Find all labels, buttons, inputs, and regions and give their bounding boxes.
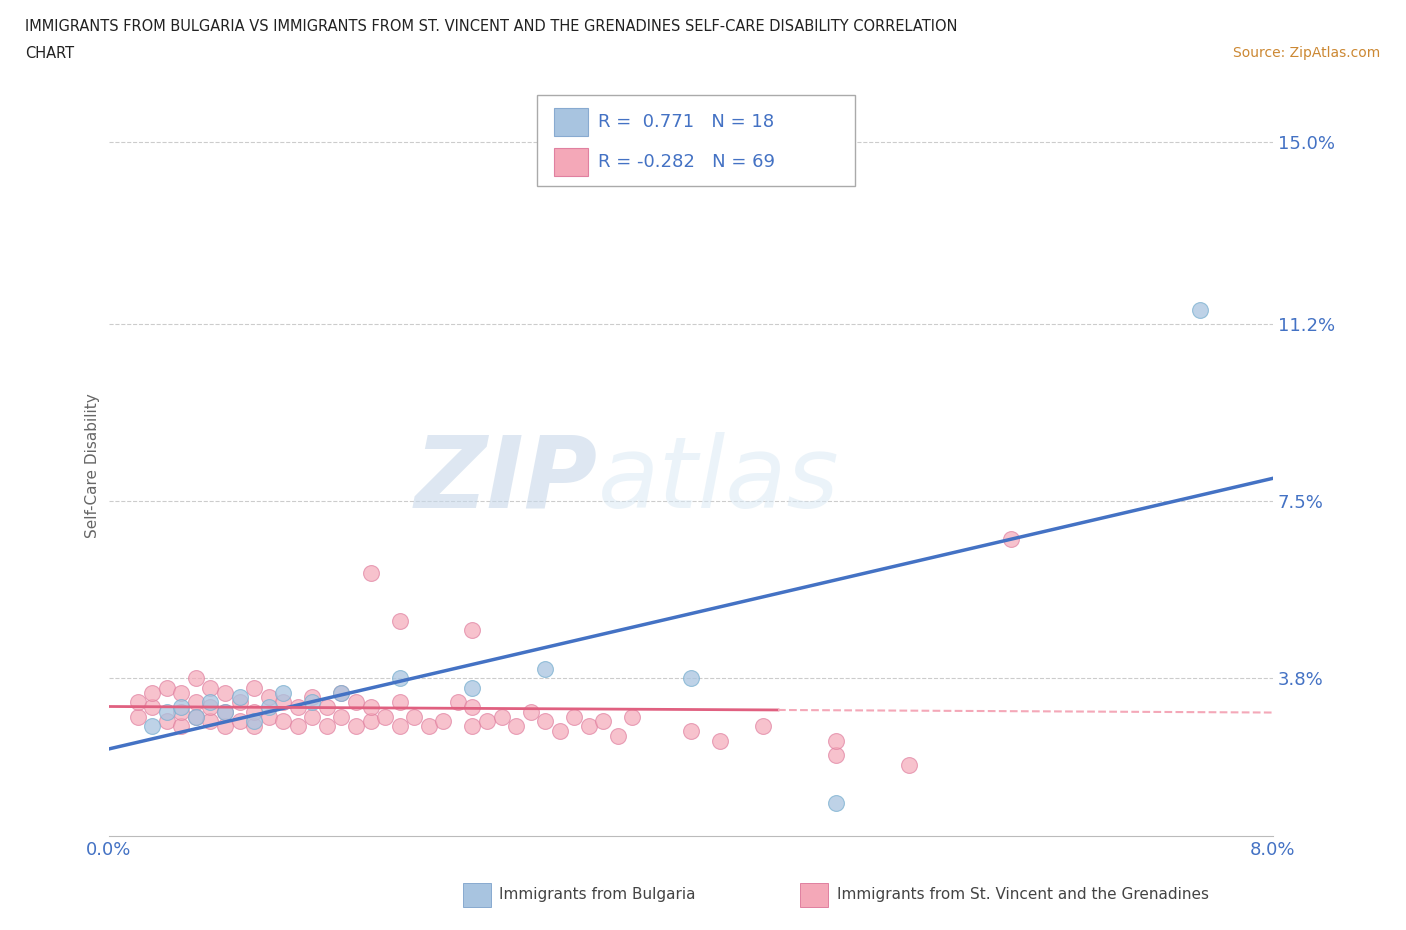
Point [184, 710, 207, 724]
Point [592, 714, 614, 729]
Text: Immigrants from Bulgaria: Immigrants from Bulgaria [499, 887, 696, 902]
Point [170, 685, 193, 700]
Point [141, 719, 163, 734]
Text: ZIP: ZIP [415, 432, 598, 528]
Point [534, 661, 557, 676]
Point [621, 710, 644, 724]
Point [301, 695, 323, 710]
Point [360, 699, 382, 714]
Point [301, 690, 323, 705]
Point [200, 714, 222, 729]
Point [200, 681, 222, 696]
Point [170, 699, 193, 714]
Text: IMMIGRANTS FROM BULGARIA VS IMMIGRANTS FROM ST. VINCENT AND THE GRENADINES SELF-: IMMIGRANTS FROM BULGARIA VS IMMIGRANTS F… [25, 19, 957, 33]
Point [228, 695, 250, 710]
Point [214, 704, 236, 719]
Point [1188, 302, 1211, 317]
Point [316, 719, 339, 734]
Point [679, 671, 702, 685]
Point [243, 714, 266, 729]
Point [156, 681, 179, 696]
Text: CHART: CHART [25, 46, 75, 61]
Point [825, 748, 848, 763]
Point [330, 685, 353, 700]
Point [257, 699, 280, 714]
Point [1000, 532, 1022, 547]
Point [388, 719, 411, 734]
Point [127, 695, 149, 710]
Text: atlas: atlas [598, 432, 839, 528]
Point [287, 719, 309, 734]
Point [316, 699, 339, 714]
Point [461, 699, 484, 714]
Point [388, 614, 411, 629]
Point [257, 710, 280, 724]
Point [548, 724, 571, 738]
Point [271, 685, 294, 700]
Point [825, 795, 848, 810]
Point [170, 704, 193, 719]
Point [330, 685, 353, 700]
Point [519, 704, 541, 719]
Point [214, 704, 236, 719]
Point [127, 710, 149, 724]
Point [374, 710, 396, 724]
Point [344, 695, 367, 710]
Point [200, 695, 222, 710]
Point [388, 695, 411, 710]
Point [184, 710, 207, 724]
Point [432, 714, 454, 729]
Point [228, 714, 250, 729]
Text: R =  0.771   N = 18: R = 0.771 N = 18 [598, 113, 773, 130]
Point [184, 671, 207, 685]
Point [898, 757, 921, 772]
Point [752, 719, 775, 734]
Y-axis label: Self-Care Disability: Self-Care Disability [86, 392, 100, 538]
Point [200, 699, 222, 714]
Point [461, 623, 484, 638]
Point [825, 733, 848, 748]
Point [156, 714, 179, 729]
Point [360, 714, 382, 729]
Point [578, 719, 600, 734]
Point [243, 681, 266, 696]
Point [214, 719, 236, 734]
Point [461, 719, 484, 734]
Point [170, 719, 193, 734]
Point [447, 695, 470, 710]
Point [271, 695, 294, 710]
Point [257, 690, 280, 705]
Point [404, 710, 426, 724]
Point [607, 728, 630, 743]
Point [184, 695, 207, 710]
Point [461, 681, 484, 696]
Point [388, 671, 411, 685]
Point [330, 710, 353, 724]
Point [214, 685, 236, 700]
Point [141, 699, 163, 714]
Point [287, 699, 309, 714]
Point [491, 710, 513, 724]
Point [228, 690, 250, 705]
Point [141, 685, 163, 700]
Point [475, 714, 498, 729]
Point [360, 565, 382, 580]
Point [243, 704, 266, 719]
Point [301, 710, 323, 724]
Point [156, 704, 179, 719]
Point [271, 714, 294, 729]
Point [344, 719, 367, 734]
Point [562, 710, 585, 724]
Point [534, 714, 557, 729]
Text: R = -0.282   N = 69: R = -0.282 N = 69 [598, 153, 775, 171]
Point [709, 733, 731, 748]
Point [243, 719, 266, 734]
Text: Immigrants from St. Vincent and the Grenadines: Immigrants from St. Vincent and the Gren… [837, 887, 1209, 902]
Point [505, 719, 527, 734]
Text: Source: ZipAtlas.com: Source: ZipAtlas.com [1233, 46, 1381, 60]
Point [679, 724, 702, 738]
Point [418, 719, 440, 734]
